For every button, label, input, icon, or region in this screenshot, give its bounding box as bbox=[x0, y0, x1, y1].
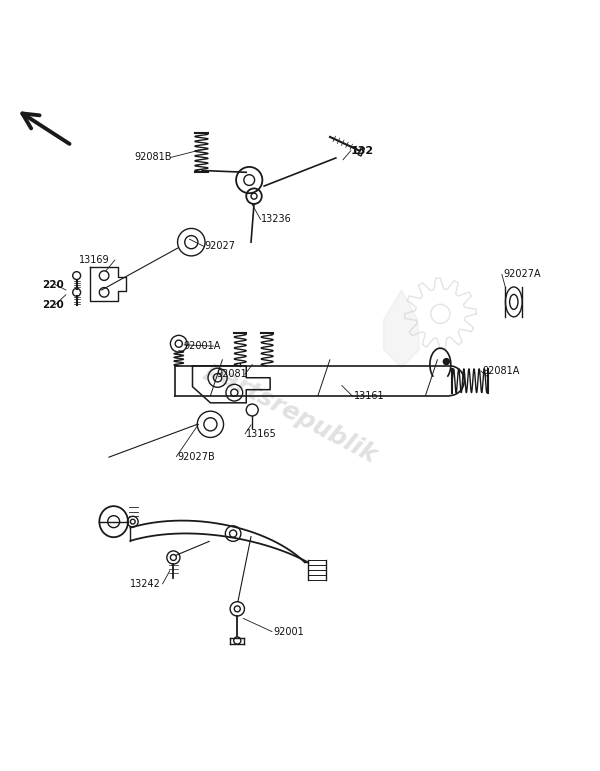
Polygon shape bbox=[383, 290, 419, 368]
Text: 220: 220 bbox=[42, 280, 64, 290]
Text: 13165: 13165 bbox=[246, 429, 277, 439]
Text: 92001A: 92001A bbox=[184, 341, 221, 351]
Text: 13169: 13169 bbox=[79, 255, 110, 265]
Text: 13242: 13242 bbox=[130, 579, 161, 589]
Text: 132: 132 bbox=[351, 146, 374, 156]
Text: 92001: 92001 bbox=[273, 627, 304, 637]
Text: 92027B: 92027B bbox=[178, 452, 215, 462]
Circle shape bbox=[443, 359, 449, 365]
Text: 92081: 92081 bbox=[217, 369, 247, 379]
Text: 92081B: 92081B bbox=[134, 153, 172, 163]
Text: 220: 220 bbox=[42, 300, 64, 310]
Text: 92081A: 92081A bbox=[482, 366, 520, 376]
Text: 13161: 13161 bbox=[354, 391, 385, 401]
Text: 92027A: 92027A bbox=[503, 269, 541, 279]
Text: 92027: 92027 bbox=[205, 241, 235, 251]
Text: 13236: 13236 bbox=[261, 214, 292, 224]
Text: partsrepublik: partsrepublik bbox=[201, 357, 381, 468]
